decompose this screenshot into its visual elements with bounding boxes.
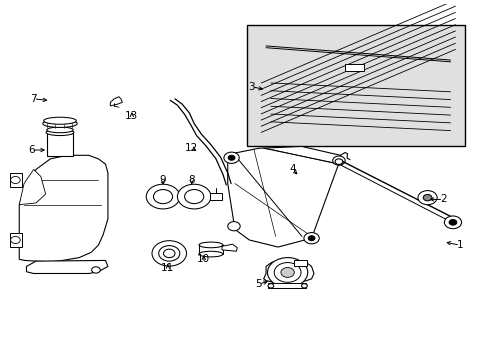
Text: 13: 13 — [125, 112, 138, 121]
Circle shape — [227, 222, 240, 231]
Circle shape — [91, 267, 100, 273]
Polygon shape — [263, 261, 313, 284]
Ellipse shape — [199, 251, 223, 257]
Circle shape — [152, 241, 186, 266]
Circle shape — [228, 155, 234, 160]
Polygon shape — [26, 260, 108, 274]
Circle shape — [304, 233, 319, 244]
Bar — [47, 134, 73, 156]
Circle shape — [11, 176, 20, 184]
Polygon shape — [110, 97, 122, 106]
Circle shape — [334, 159, 342, 165]
Circle shape — [11, 237, 20, 243]
Circle shape — [224, 152, 239, 163]
Circle shape — [274, 262, 301, 282]
Ellipse shape — [43, 117, 76, 124]
Text: 1: 1 — [456, 240, 463, 250]
Text: 4: 4 — [288, 165, 295, 174]
Circle shape — [163, 249, 175, 258]
Bar — [293, 260, 306, 266]
Text: 10: 10 — [197, 255, 210, 264]
Text: 12: 12 — [185, 143, 198, 153]
Bar — [267, 283, 305, 288]
Text: 7: 7 — [30, 94, 37, 104]
Text: 3: 3 — [248, 81, 254, 91]
Text: 2: 2 — [439, 194, 446, 204]
Polygon shape — [19, 170, 45, 205]
Circle shape — [423, 194, 431, 201]
Polygon shape — [227, 147, 342, 247]
Circle shape — [301, 284, 306, 288]
Bar — [209, 193, 222, 200]
Ellipse shape — [46, 129, 74, 136]
Bar — [199, 245, 223, 254]
Bar — [179, 194, 187, 199]
Polygon shape — [19, 155, 108, 262]
Ellipse shape — [42, 120, 77, 127]
Circle shape — [417, 190, 436, 205]
Circle shape — [159, 246, 180, 261]
Circle shape — [332, 156, 345, 165]
Bar — [10, 173, 21, 187]
Ellipse shape — [199, 242, 223, 248]
Bar — [246, 25, 464, 147]
Circle shape — [448, 220, 456, 225]
Circle shape — [153, 189, 172, 204]
Circle shape — [146, 184, 180, 209]
Circle shape — [280, 267, 294, 277]
Bar — [10, 233, 21, 247]
Circle shape — [177, 184, 210, 209]
Bar — [345, 64, 364, 71]
Text: 11: 11 — [161, 263, 174, 273]
Circle shape — [267, 258, 307, 287]
Text: 6: 6 — [28, 145, 35, 155]
Circle shape — [444, 216, 461, 229]
Text: 5: 5 — [255, 279, 262, 289]
Circle shape — [307, 236, 314, 241]
Ellipse shape — [47, 127, 73, 133]
Circle shape — [267, 284, 273, 288]
Circle shape — [184, 189, 203, 204]
Text: 8: 8 — [188, 175, 195, 185]
Text: 9: 9 — [160, 175, 166, 185]
Polygon shape — [222, 244, 237, 251]
